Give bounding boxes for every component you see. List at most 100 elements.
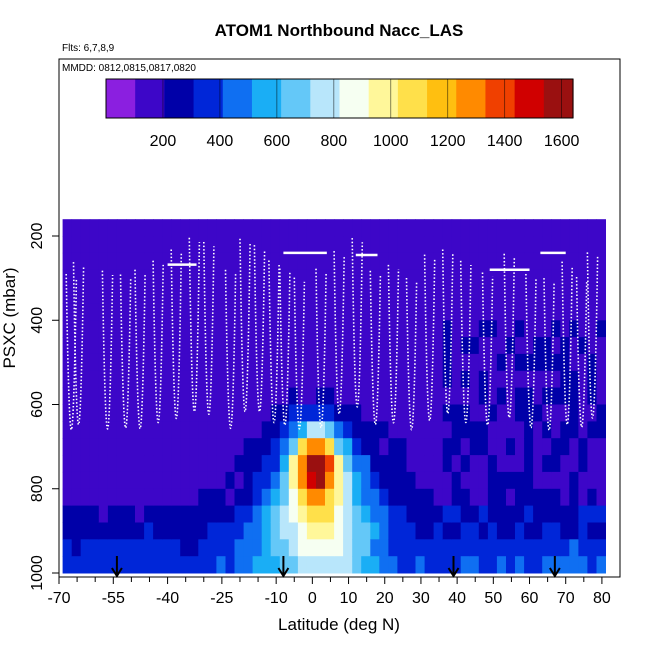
- heatmap-cell: [361, 522, 371, 540]
- heatmap-cell: [80, 320, 91, 338]
- heatmap-cell: [352, 353, 362, 372]
- heatmap-cell: [89, 219, 100, 237]
- heatmap-cell: [442, 370, 453, 389]
- colorbar-swatch: [339, 79, 370, 118]
- heatmap-cell: [116, 471, 127, 490]
- heatmap-cell: [116, 421, 127, 439]
- heatmap-cell: [306, 269, 317, 288]
- heatmap-cell: [352, 539, 362, 557]
- heatmap-cell: [578, 252, 588, 271]
- heatmap-cell: [198, 404, 208, 422]
- heatmap-cell: [71, 370, 82, 389]
- heatmap-cell: [343, 219, 353, 237]
- heatmap-cell: [533, 286, 543, 304]
- heatmap-cell: [569, 236, 579, 254]
- heatmap-cells: [62, 219, 606, 574]
- heatmap-cell: [98, 556, 109, 574]
- heatmap-cell: [478, 505, 489, 523]
- heatmap-cell: [62, 303, 73, 321]
- heatmap-cell: [451, 236, 462, 254]
- heatmap-cell: [551, 404, 561, 422]
- heatmap-cell: [460, 320, 471, 338]
- heatmap-cell: [98, 303, 109, 321]
- heatmap-cell: [379, 539, 389, 557]
- heatmap-cell: [198, 303, 208, 321]
- heatmap-cell: [533, 303, 543, 321]
- heatmap-cell: [144, 505, 154, 523]
- colorbar-tick-label: 600: [264, 133, 291, 150]
- heatmap-cell: [379, 286, 389, 304]
- heatmap-cell: [234, 219, 244, 237]
- heatmap-cell: [189, 539, 199, 557]
- heatmap-cell: [234, 286, 244, 304]
- heatmap-cell: [433, 353, 444, 372]
- heatmap-cell: [460, 252, 471, 271]
- heatmap-cell: [325, 370, 335, 389]
- heatmap-cell: [261, 303, 272, 321]
- heatmap-cell: [460, 421, 471, 439]
- heatmap-cell: [198, 370, 208, 389]
- colorbar-swatch: [193, 79, 224, 118]
- heatmap-cell: [533, 219, 543, 237]
- heatmap-cell: [496, 421, 507, 439]
- heatmap-cell: [442, 421, 453, 439]
- heatmap-cell: [560, 522, 570, 540]
- heatmap-cell: [252, 488, 263, 507]
- heatmap-cell: [397, 505, 407, 523]
- heatmap-cell: [496, 269, 507, 288]
- heatmap-cell: [98, 404, 109, 422]
- colorbar-swatch: [281, 79, 311, 118]
- heatmap-cell: [560, 455, 570, 473]
- heatmap-cell: [135, 236, 145, 254]
- flight-profile: [525, 273, 537, 429]
- heatmap-cell: [424, 438, 435, 456]
- heatmap-cell: [316, 505, 326, 523]
- heatmap-cell: [234, 471, 244, 490]
- heatmap-cell: [424, 303, 435, 321]
- heatmap-cell: [578, 522, 588, 540]
- heatmap-cell: [153, 455, 163, 473]
- heatmap-cell: [270, 286, 281, 304]
- heatmap-cell: [460, 387, 471, 405]
- heatmap-cell: [451, 337, 462, 355]
- heatmap-cell: [334, 219, 344, 237]
- heatmap-cell: [524, 252, 534, 271]
- heatmap-cell: [352, 421, 362, 439]
- heatmap-cell: [144, 488, 154, 507]
- heatmap-cell: [433, 556, 444, 574]
- heatmap-cell: [316, 236, 326, 254]
- heatmap-cell: [343, 471, 353, 490]
- heatmap-cell: [424, 286, 435, 304]
- heatmap-cell: [252, 320, 263, 338]
- heatmap-cell: [406, 404, 416, 422]
- heatmap-cell: [506, 303, 516, 321]
- heatmap-cell: [62, 269, 73, 288]
- heatmap-cell: [306, 421, 317, 439]
- heatmap-cell: [424, 505, 435, 523]
- heatmap-cell: [189, 286, 199, 304]
- heatmap-cell: [370, 471, 380, 490]
- heatmap-cell: [198, 236, 208, 254]
- heatmap-cell: [71, 539, 82, 557]
- heatmap-cell: [533, 455, 543, 473]
- heatmap-cell: [180, 252, 190, 271]
- heatmap-cell: [496, 219, 507, 237]
- heatmap-cell: [596, 219, 606, 237]
- heatmap-cell: [279, 505, 290, 523]
- heatmap-cell: [478, 252, 489, 271]
- heatmap-cell: [243, 370, 254, 389]
- heatmap-cell: [469, 370, 480, 389]
- heatmap-cell: [515, 219, 525, 237]
- heatmap-cell: [171, 556, 181, 574]
- heatmap-cell: [98, 471, 109, 490]
- heatmap-cell: [515, 252, 525, 271]
- heatmap-cell: [569, 269, 579, 288]
- heatmap-cell: [225, 269, 235, 288]
- heatmap-cell: [325, 303, 335, 321]
- heatmap-cell: [116, 286, 127, 304]
- heatmap-cell: [533, 353, 543, 372]
- heatmap-cell: [270, 353, 281, 372]
- heatmap-cell: [451, 353, 462, 372]
- heatmap-cell: [524, 455, 534, 473]
- heatmap-cell: [225, 438, 235, 456]
